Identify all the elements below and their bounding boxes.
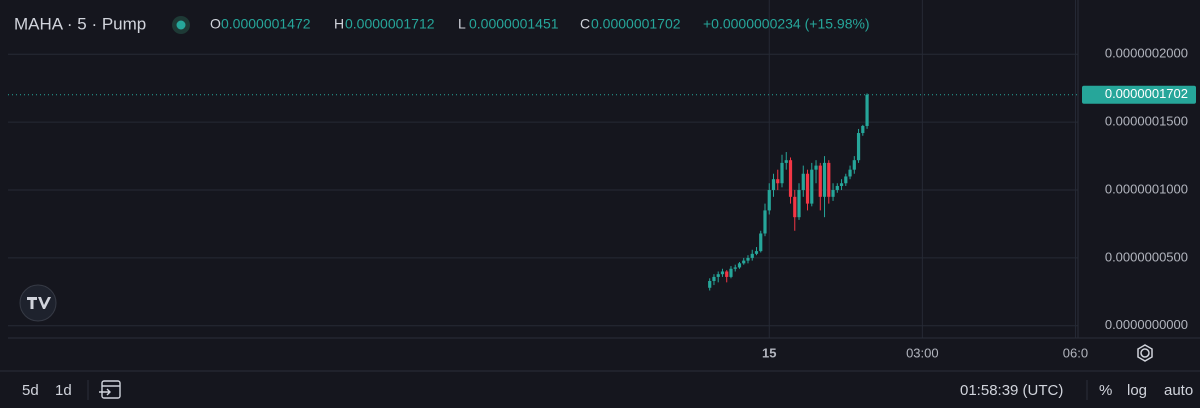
candle-body <box>733 267 737 269</box>
candle-body <box>716 274 720 277</box>
last-price-label: 0.0000001702 <box>1105 86 1188 101</box>
gear-outer <box>1137 344 1153 362</box>
candle-body <box>776 179 780 184</box>
candle-body <box>742 260 746 264</box>
ohlc-value: 0.0000001472 <box>221 16 311 32</box>
status-dot <box>176 20 186 30</box>
calendar-arrow <box>99 388 111 396</box>
tv-logo[interactable] <box>19 284 57 322</box>
chart-title: MAHA · 5 · Pump <box>14 14 146 33</box>
candle-body <box>729 268 733 277</box>
clock: 01:58:39 (UTC) <box>960 382 1063 399</box>
candle-body <box>848 169 852 177</box>
candle-body <box>852 160 856 170</box>
candle-body <box>814 165 818 170</box>
range-button[interactable]: 5d <box>22 382 39 399</box>
ohlc-key: L <box>458 16 466 32</box>
logo-circle[interactable] <box>19 284 57 322</box>
candles <box>708 93 869 291</box>
ohlc-value: 0.0000001702 <box>591 16 681 32</box>
y-tick-label: 0.0000000500 <box>1105 249 1188 264</box>
candle-body <box>788 160 793 197</box>
grid <box>8 0 1078 338</box>
y-tick-label: 0.0000001000 <box>1105 181 1188 196</box>
candle-body <box>835 185 839 191</box>
candle-body <box>725 271 729 277</box>
y-tick-label: 0.0000002000 <box>1105 46 1188 61</box>
calendar-icon <box>101 380 121 399</box>
ohlc-value: 0.0000001712 <box>345 16 435 32</box>
ohlc-value: 0.0000001451 <box>469 16 559 32</box>
candle-body <box>856 133 861 161</box>
scale-option[interactable]: log <box>1127 382 1147 399</box>
settings-icon[interactable] <box>1137 344 1153 362</box>
candle-body <box>737 263 742 268</box>
logo-glyph <box>27 297 51 309</box>
candle-body <box>712 276 716 281</box>
candle-body <box>861 125 865 134</box>
range-button[interactable]: 1d <box>55 382 72 399</box>
change: +0.0000000234 (+15.98%) <box>703 16 870 32</box>
candle-body <box>771 179 776 191</box>
scale-option[interactable]: % <box>1099 382 1112 399</box>
candle-body <box>763 210 767 234</box>
candle-body <box>708 280 712 288</box>
candle-body <box>750 253 754 258</box>
candle-body <box>827 162 831 197</box>
candle-body <box>767 190 771 211</box>
candle-body <box>780 162 784 184</box>
candle-body <box>805 173 810 204</box>
x-tick-label: 03:00 <box>906 345 939 360</box>
candle-body <box>865 94 869 126</box>
ohlc-key: C <box>580 16 590 32</box>
y-tick-label: 0.0000000000 <box>1105 317 1188 332</box>
gear-inner <box>1140 348 1150 358</box>
scale-option[interactable]: auto <box>1164 382 1193 399</box>
candle-body <box>818 165 822 197</box>
candle-body <box>844 176 848 184</box>
candle-body <box>801 173 805 191</box>
ohlc-key: H <box>334 16 344 32</box>
candle-body <box>793 196 797 218</box>
candle-body <box>797 190 801 218</box>
candle-body <box>810 169 814 204</box>
candle-body <box>754 251 759 254</box>
candle-body <box>759 233 763 252</box>
x-tick-label: 15 <box>762 345 776 360</box>
toolbar: 5d 1d 01:58:39 (UTC)% log auto <box>22 382 1193 399</box>
last-price-box <box>1082 85 1196 104</box>
candle-body <box>784 160 788 163</box>
candle-body <box>831 190 835 197</box>
y-tick-label: 0.0000001500 <box>1105 114 1188 129</box>
ohlc-key: O <box>210 16 221 32</box>
ohlc-legend: O 0.0000001472 H 0.0000001712 L 0.0000001451 C… <box>210 16 870 32</box>
x-tick-label: 06:0 <box>1063 345 1088 360</box>
goto-date[interactable] <box>99 380 121 399</box>
candle-body <box>720 271 725 275</box>
candle-body <box>822 162 827 197</box>
candle-body <box>839 183 844 186</box>
candle-body <box>746 257 750 261</box>
